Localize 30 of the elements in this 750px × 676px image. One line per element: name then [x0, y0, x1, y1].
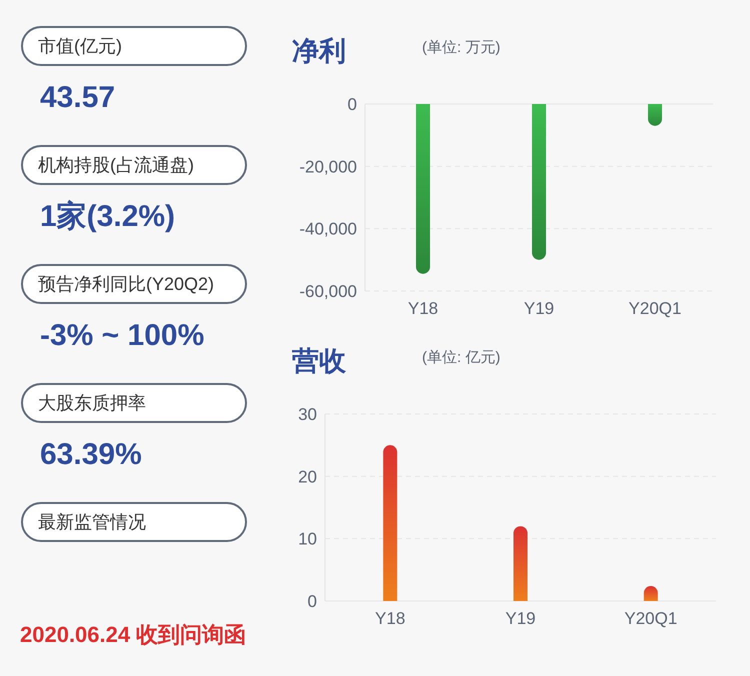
bar [383, 445, 398, 601]
x-tick-label: Y18 [375, 609, 406, 628]
text: 最新监管情况 [38, 512, 146, 532]
bar [514, 526, 528, 601]
chart-title: 营收 [291, 346, 347, 376]
y-tick-label: 30 [298, 405, 317, 424]
text: 机构持股(占流通盘) [38, 155, 194, 175]
text: 市值(亿元) [38, 36, 122, 56]
chart-subtitle: (单位: 亿元) [422, 349, 500, 366]
x-tick-label: Y20Q1 [624, 609, 678, 628]
x-tick-label: Y19 [524, 299, 554, 318]
y-tick-label: 20 [298, 467, 317, 486]
x-tick-label: Y19 [505, 609, 536, 628]
y-tick-label: 0 [348, 95, 357, 114]
text: 2020.06.24 收到问询函 [20, 622, 246, 647]
text: 预告净利同比(Y20Q2) [38, 274, 214, 294]
y-tick-label: 10 [298, 530, 317, 549]
x-tick-label: Y20Q1 [628, 299, 682, 318]
chart-subtitle: (单位: 万元) [422, 39, 500, 56]
text: 63.39% [40, 438, 142, 471]
y-tick-label: 0 [308, 592, 317, 611]
y-tick-label: -20,000 [299, 157, 357, 176]
y-tick-label: -40,000 [299, 220, 357, 239]
text: 大股东质押率 [38, 393, 146, 413]
chart-title: 净利 [292, 36, 346, 66]
text: -3% ~ 100% [40, 319, 204, 352]
text: 43.57 [40, 81, 116, 114]
text: 1家(3.2%) [40, 199, 176, 233]
y-tick-label: -60,000 [299, 282, 357, 301]
x-tick-label: Y18 [408, 299, 438, 318]
